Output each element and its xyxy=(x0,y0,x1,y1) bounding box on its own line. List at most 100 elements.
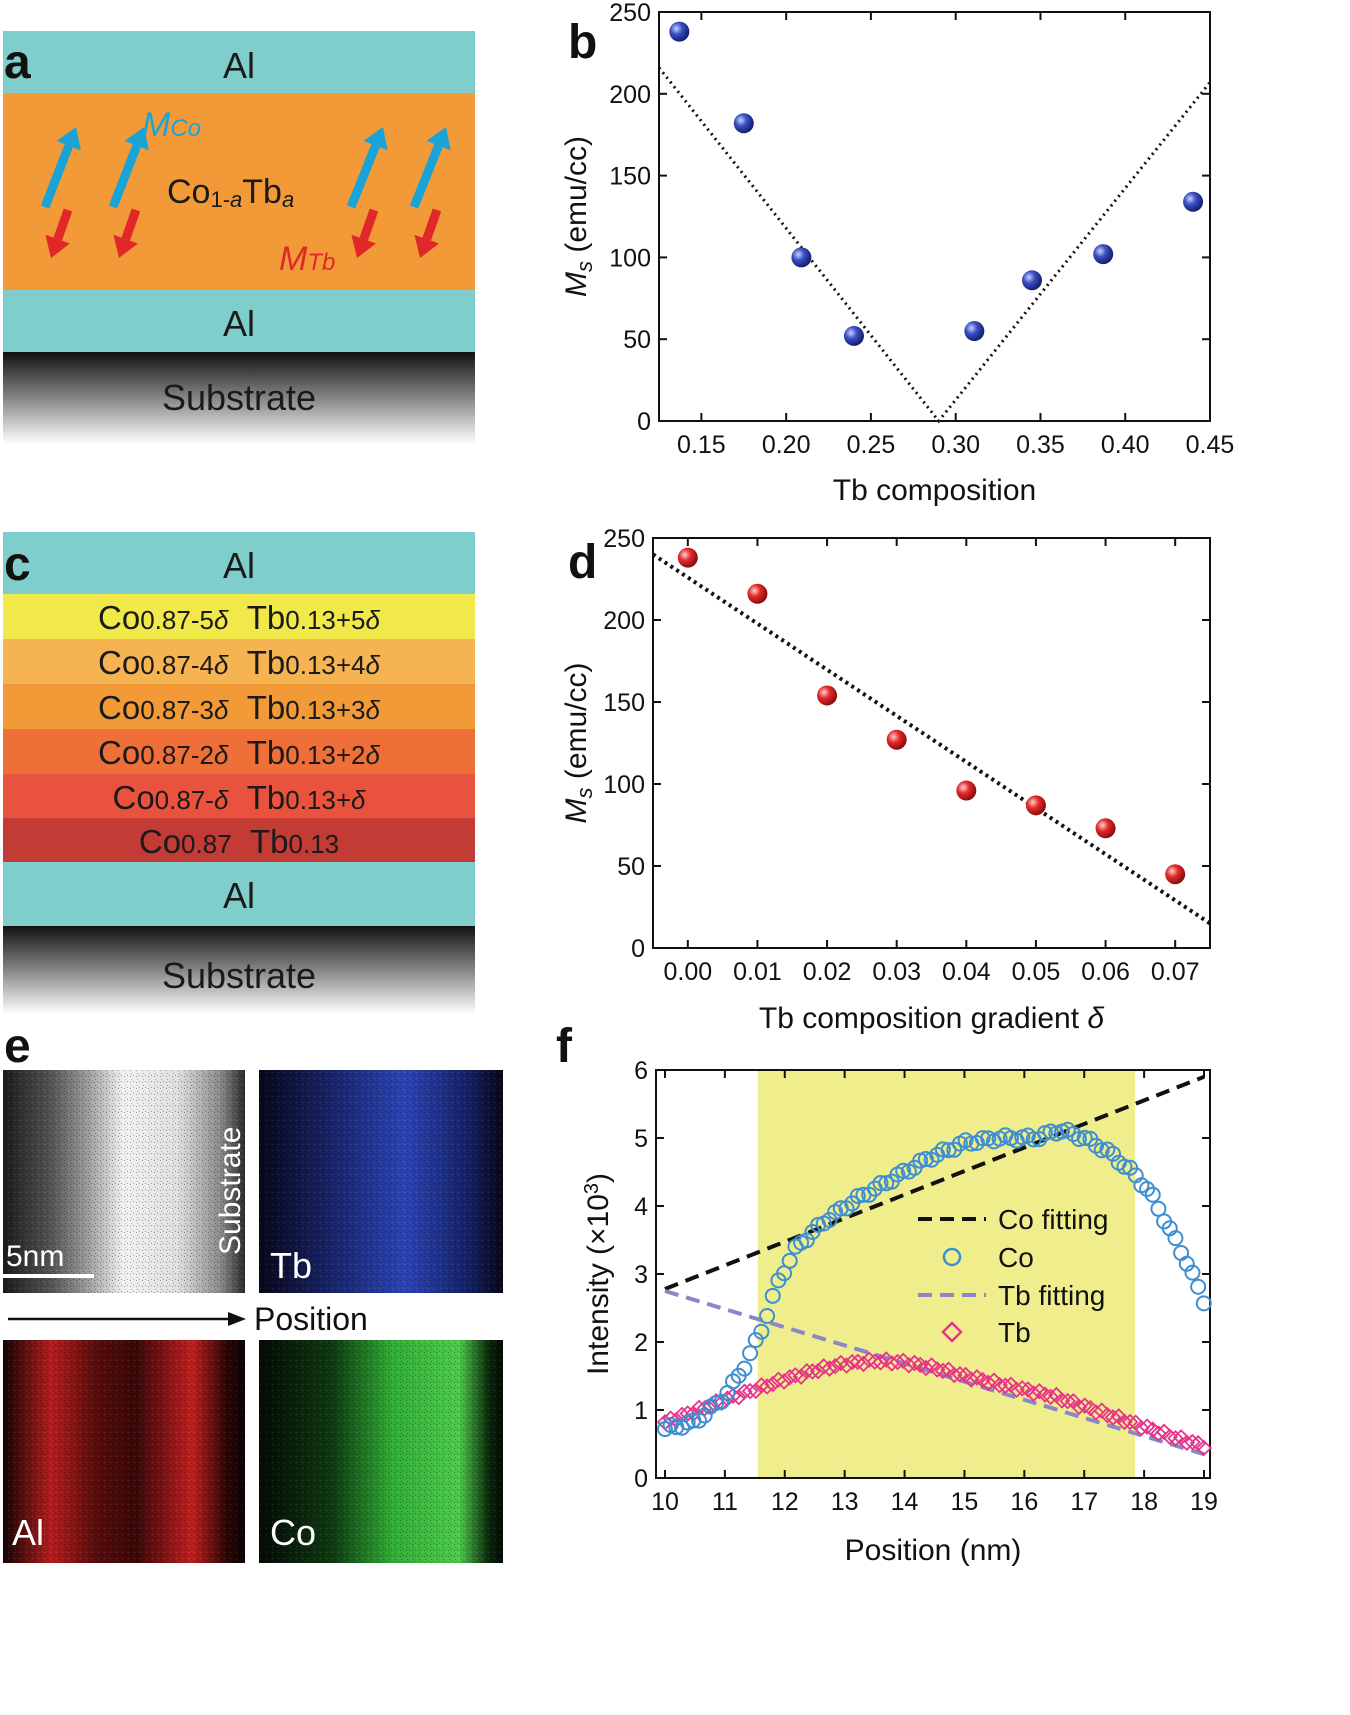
tb-moment-arrow-4-shaft xyxy=(422,208,442,241)
chart-d-xtick-label: 0.07 xyxy=(1151,958,1200,986)
chart-f-co-point xyxy=(1139,1181,1156,1198)
cotb-layer xyxy=(3,93,475,290)
co-map-label: Co xyxy=(270,1512,316,1553)
chart-f-ylabel: Intensity (×103) xyxy=(581,1173,615,1375)
chart-f-ytick-label: 5 xyxy=(634,1125,648,1153)
tb-moment-arrow-1-head xyxy=(45,234,70,258)
ylabel-main: M xyxy=(560,799,593,824)
chart-f-tb-point xyxy=(997,1377,1014,1395)
chart-f-co-point xyxy=(1144,1186,1161,1203)
chart-f-xtick-label: 14 xyxy=(891,1488,919,1516)
chart-b-point-8 xyxy=(1183,191,1204,212)
xlabel-delta: δ xyxy=(1087,1002,1104,1035)
chart-b-frame xyxy=(658,11,1211,422)
co-map: Co xyxy=(259,1340,503,1563)
substrate-label: Substrate xyxy=(162,377,316,418)
chart-f-tb-point xyxy=(980,1374,997,1392)
formula-part: Co xyxy=(139,823,181,860)
chart-f-tb-point xyxy=(1008,1381,1025,1399)
al-top-layer xyxy=(3,31,475,93)
gradient-layer-2 xyxy=(3,639,475,684)
chart-f-co-point xyxy=(747,1331,764,1348)
chart-d-ytick-label: 150 xyxy=(603,689,645,717)
formula-part xyxy=(228,689,246,726)
chart-f-tb-point xyxy=(758,1378,776,1395)
chart-b-ytick-label: 200 xyxy=(609,81,651,109)
formula-part xyxy=(228,644,246,681)
substrate-vertical-label: Substrate xyxy=(214,1127,247,1255)
panel-c-label: c xyxy=(4,538,31,591)
formula-part: Tb xyxy=(250,823,289,860)
chart-f-ytick-label: 6 xyxy=(634,1057,648,1085)
chart-b-point-7 xyxy=(1093,244,1114,265)
chart-f-tb-point xyxy=(724,1387,742,1405)
chart-f-tb-point xyxy=(928,1361,946,1378)
chart-f-tb-point xyxy=(1167,1430,1184,1447)
chart-f-co-point xyxy=(1071,1130,1088,1147)
formula-part: Tb xyxy=(247,734,286,771)
chart-b-point-3 xyxy=(791,247,812,268)
chart-b-ytick-label: 100 xyxy=(609,244,651,272)
chart-b-ytick-label: 150 xyxy=(609,163,651,191)
formula-part: δ xyxy=(214,740,229,770)
chart-f-tb-point xyxy=(900,1356,918,1374)
chart-b-point-2 xyxy=(733,113,754,134)
chart-f-co-point xyxy=(673,1419,690,1436)
al-map-label: Al xyxy=(12,1512,44,1553)
chart-d-xtick-label: 0.00 xyxy=(663,958,712,986)
chart-d-point-3 xyxy=(817,685,838,706)
chart-f-co-point xyxy=(708,1394,725,1411)
al-top-label-c: Al xyxy=(223,545,255,586)
chart-f-tb-point xyxy=(1104,1409,1122,1426)
formula-part: δ xyxy=(366,695,381,725)
chart-f-co-point xyxy=(691,1412,708,1429)
tb-map-label: Tb xyxy=(270,1245,312,1286)
chart-b-xtick-label: 0.40 xyxy=(1101,431,1150,459)
chart-f-tb-point xyxy=(741,1382,759,1400)
chart-f-tb-point xyxy=(1184,1433,1201,1451)
formula-part: 0.87 xyxy=(181,829,232,859)
gradient-layer-5-formula: Co0.87-δ Tb0.13+δ xyxy=(112,779,366,816)
chart-f-co-point xyxy=(1105,1145,1122,1162)
chart-d-xtick-label: 0.01 xyxy=(733,958,782,986)
chart-f-co-point xyxy=(1195,1295,1212,1312)
substrate-layer-c xyxy=(3,926,475,1014)
formula-part: Co xyxy=(98,599,140,636)
chart-d-ylabel: Ms (emu/cc) xyxy=(560,662,597,823)
panel-e: e 5nm Substrate Tb Position Al Co xyxy=(3,1020,503,1563)
chart-b-point-5 xyxy=(964,321,985,342)
chart-b-fit-line xyxy=(657,66,1212,424)
moment-arrows xyxy=(40,127,451,258)
formula-part xyxy=(232,823,250,860)
chart-d-frame xyxy=(652,537,1211,949)
chart-d-ytick-label: 50 xyxy=(617,853,645,881)
ylabel-main: Intensity (×10 xyxy=(582,1194,615,1375)
formula-part: Tb xyxy=(247,644,286,681)
chart-f-co-point xyxy=(781,1252,798,1269)
formula-part: δ xyxy=(351,785,366,815)
chart-f-co-point xyxy=(849,1187,866,1204)
chart-f-co-point xyxy=(1173,1244,1190,1261)
chart-f-tb-point xyxy=(787,1366,804,1384)
formula-part: δ xyxy=(366,650,381,680)
chart-f-tb-point xyxy=(804,1363,821,1380)
chart-d-ytick-label: 0 xyxy=(631,935,645,963)
substrate-label-c: Substrate xyxy=(162,955,316,996)
formula-part: Co xyxy=(98,644,140,681)
tb-moment-arrow-4-head xyxy=(414,234,439,258)
formula-part: Tb xyxy=(247,779,286,816)
gradient-layer-3 xyxy=(3,684,475,729)
chart-f-co-point xyxy=(1076,1129,1093,1146)
chart-d-fit-line xyxy=(651,552,1212,926)
chart-f-ytick-label: 0 xyxy=(634,1465,648,1493)
al-top-layer-c xyxy=(3,532,475,594)
chart-d-xtick-label: 0.06 xyxy=(1081,958,1130,986)
chart-d: 0.00 0.01 0.02 0.03 0.04 0.05 0.06 0.07 0 50 100 15… xyxy=(560,525,1212,1035)
chart-f-tb-point xyxy=(1070,1398,1088,1416)
chart-f-tb-point xyxy=(889,1353,906,1371)
chart-f-ytick-label: 3 xyxy=(634,1261,648,1289)
chart-f-legend-label-1: Co fitting xyxy=(998,1204,1109,1235)
chart-d-point-8 xyxy=(1165,864,1186,885)
